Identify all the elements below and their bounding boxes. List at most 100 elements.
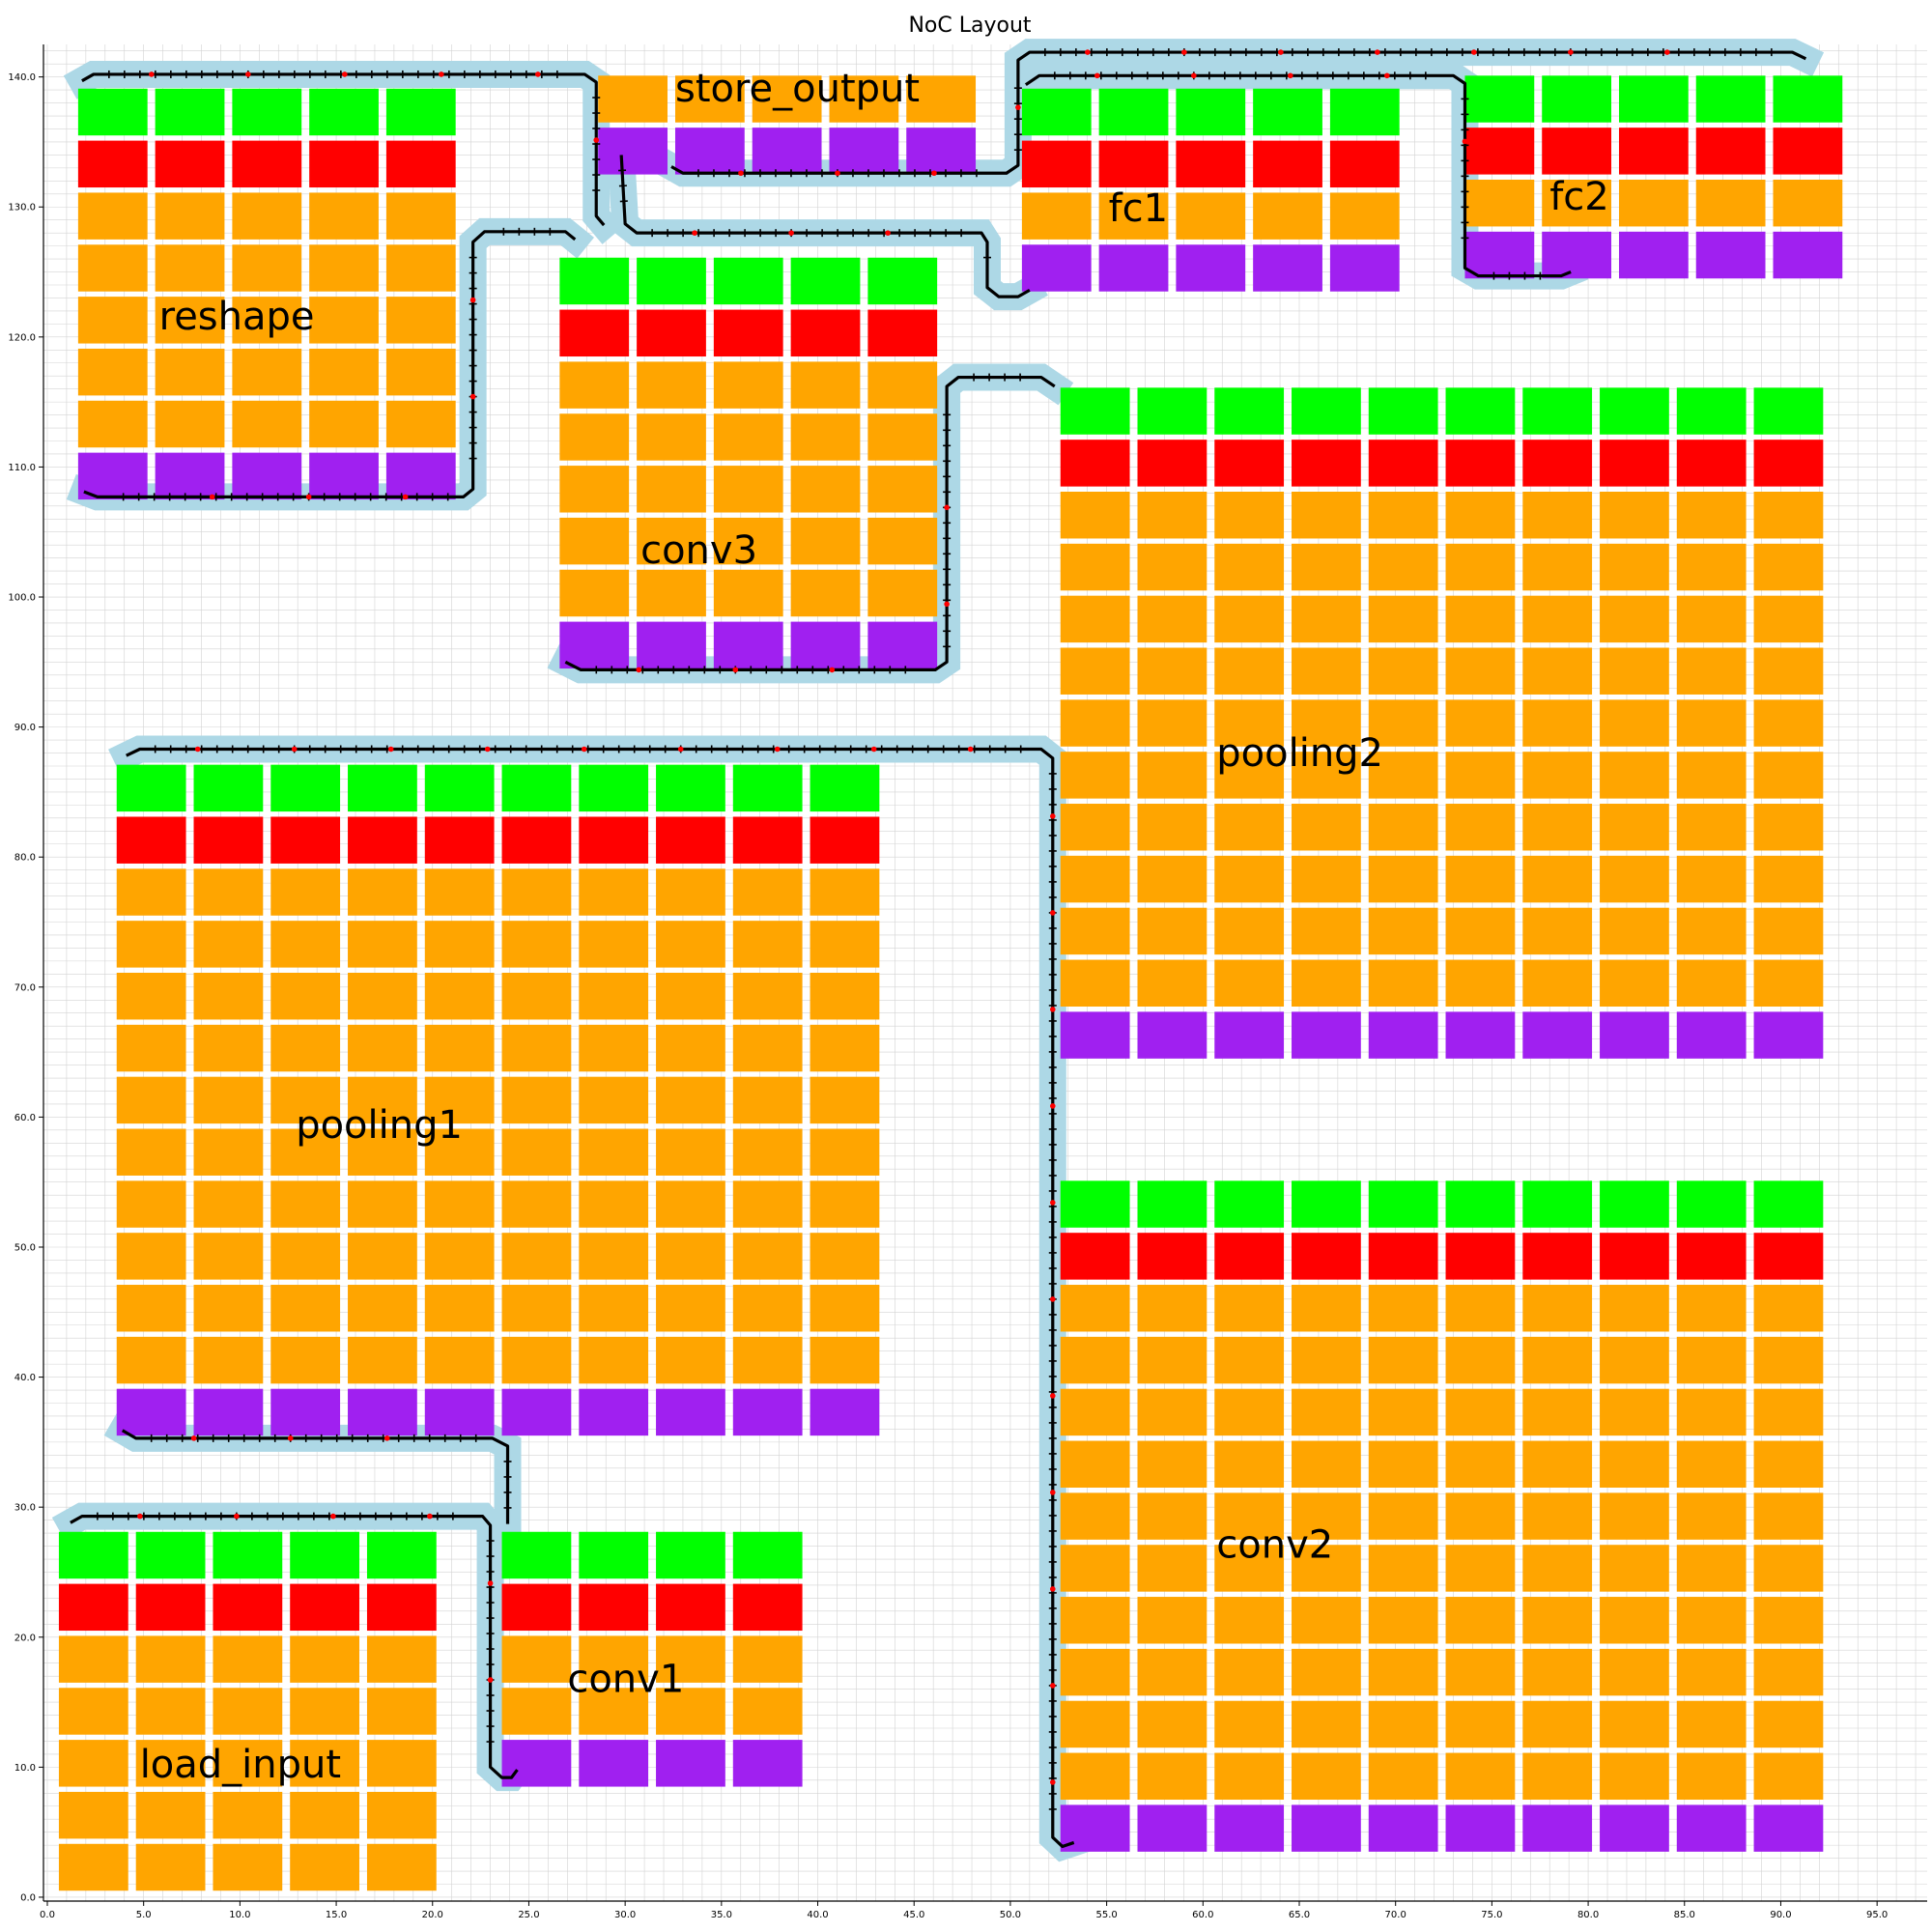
core-tile bbox=[1060, 1285, 1130, 1332]
core-tile bbox=[1600, 699, 1669, 747]
core-tile bbox=[1368, 1804, 1438, 1852]
x-tick-label: 35.0 bbox=[711, 1910, 732, 1920]
core-tile bbox=[1676, 1597, 1747, 1644]
block-conv2 bbox=[1060, 1180, 1824, 1852]
y-tick-label: 110.0 bbox=[8, 463, 36, 473]
core-tile bbox=[732, 1688, 803, 1735]
y-tick-label: 90.0 bbox=[14, 723, 36, 733]
core-tile bbox=[656, 1233, 725, 1280]
core-tile bbox=[270, 868, 341, 916]
core-tile bbox=[1214, 440, 1285, 487]
core-tile bbox=[1292, 492, 1361, 539]
core-tile bbox=[1522, 1180, 1593, 1228]
core-tile bbox=[424, 1285, 495, 1332]
core-tile bbox=[1600, 959, 1669, 1007]
core-tile bbox=[116, 1076, 186, 1124]
core-tile bbox=[1600, 855, 1669, 903]
core-tile bbox=[1753, 543, 1824, 591]
core-tile bbox=[732, 1180, 803, 1228]
core-tile bbox=[867, 569, 938, 617]
core-tile bbox=[385, 400, 456, 448]
y-tick-label: 0.0 bbox=[20, 1892, 36, 1903]
core-tile bbox=[1445, 959, 1516, 1007]
core-tile bbox=[1676, 959, 1747, 1007]
packet-dot bbox=[581, 746, 587, 753]
core-tile bbox=[1445, 907, 1516, 955]
core-tile bbox=[1060, 440, 1130, 487]
core-tile bbox=[1753, 1011, 1824, 1059]
core-tile bbox=[732, 1388, 803, 1436]
core-tile bbox=[1542, 75, 1612, 123]
core-tile bbox=[1368, 1700, 1438, 1748]
core-tile bbox=[1137, 907, 1208, 955]
core-tile bbox=[348, 921, 417, 968]
route-store_output-conv3 bbox=[618, 155, 1031, 298]
core-tile bbox=[867, 309, 938, 357]
core-tile bbox=[1600, 595, 1669, 643]
route-store_output-fc1 bbox=[670, 48, 1807, 178]
core-tile bbox=[1445, 1011, 1516, 1059]
core-tile bbox=[1753, 855, 1824, 903]
core-tile bbox=[1445, 1285, 1516, 1332]
core-tile bbox=[270, 1233, 341, 1280]
packet-dot bbox=[1568, 49, 1574, 55]
x-tick-label: 5.0 bbox=[136, 1910, 152, 1920]
core-tile bbox=[1773, 75, 1843, 123]
core-tile bbox=[116, 1128, 186, 1176]
core-tile bbox=[309, 297, 379, 344]
block-label-conv1: conv1 bbox=[567, 1657, 684, 1701]
core-tile bbox=[1753, 1492, 1824, 1540]
core-tile bbox=[637, 413, 706, 461]
core-tile bbox=[309, 88, 379, 136]
core-tile bbox=[1522, 1336, 1593, 1384]
x-tick-label: 30.0 bbox=[614, 1910, 636, 1920]
packet-dot bbox=[1015, 104, 1021, 110]
core-tile bbox=[790, 517, 861, 565]
block-store_output bbox=[598, 75, 977, 175]
core-tile bbox=[1292, 959, 1361, 1007]
core-tile bbox=[656, 1024, 725, 1072]
packet-dot bbox=[469, 297, 476, 303]
core-tile bbox=[810, 921, 880, 968]
core-tile bbox=[116, 1285, 186, 1332]
core-tile bbox=[1137, 595, 1208, 643]
core-tile bbox=[1600, 1752, 1669, 1801]
core-tile bbox=[1600, 492, 1669, 539]
core-tile bbox=[1368, 1597, 1438, 1644]
core-tile bbox=[135, 1688, 206, 1735]
core-tile bbox=[1676, 387, 1747, 435]
core-tile bbox=[1522, 1285, 1593, 1332]
core-tile bbox=[1368, 595, 1438, 643]
core-tile bbox=[790, 361, 861, 409]
core-tile bbox=[579, 1024, 649, 1072]
core-tile bbox=[501, 1180, 572, 1228]
packet-dot bbox=[149, 71, 155, 77]
x-tick-label: 55.0 bbox=[1095, 1910, 1117, 1920]
block-conv1 bbox=[501, 1531, 803, 1787]
core-tile bbox=[193, 1233, 264, 1280]
core-tile bbox=[1522, 1648, 1593, 1696]
core-tile bbox=[656, 1531, 725, 1579]
core-tile bbox=[501, 921, 572, 968]
core-tile bbox=[58, 1740, 128, 1787]
core-tile bbox=[1600, 1440, 1669, 1488]
route-conv3-reshape bbox=[83, 227, 577, 501]
core-tile bbox=[1292, 387, 1361, 435]
y-tick-label: 120.0 bbox=[8, 332, 36, 343]
axes: 0.0 5.0 10.0 15.0 20.0 25.0 30.0 35.0 40.0 45.0 50… bbox=[8, 44, 1927, 1920]
core-tile bbox=[656, 1285, 725, 1332]
x-tick-label: 40.0 bbox=[807, 1910, 828, 1920]
core-tile bbox=[290, 1583, 359, 1632]
core-tile bbox=[1600, 1545, 1669, 1592]
core-tile bbox=[1445, 647, 1516, 695]
core-tile bbox=[656, 816, 725, 864]
core-tile bbox=[1464, 231, 1535, 279]
core-tile bbox=[501, 1740, 572, 1787]
core-tile bbox=[656, 1180, 725, 1228]
packet-dot bbox=[1049, 1007, 1056, 1012]
core-tile bbox=[1137, 1804, 1208, 1852]
core-tile bbox=[1021, 244, 1092, 292]
block-label-conv2: conv2 bbox=[1216, 1523, 1333, 1568]
block-label-conv3: conv3 bbox=[640, 528, 757, 573]
core-tile bbox=[1060, 1700, 1130, 1748]
